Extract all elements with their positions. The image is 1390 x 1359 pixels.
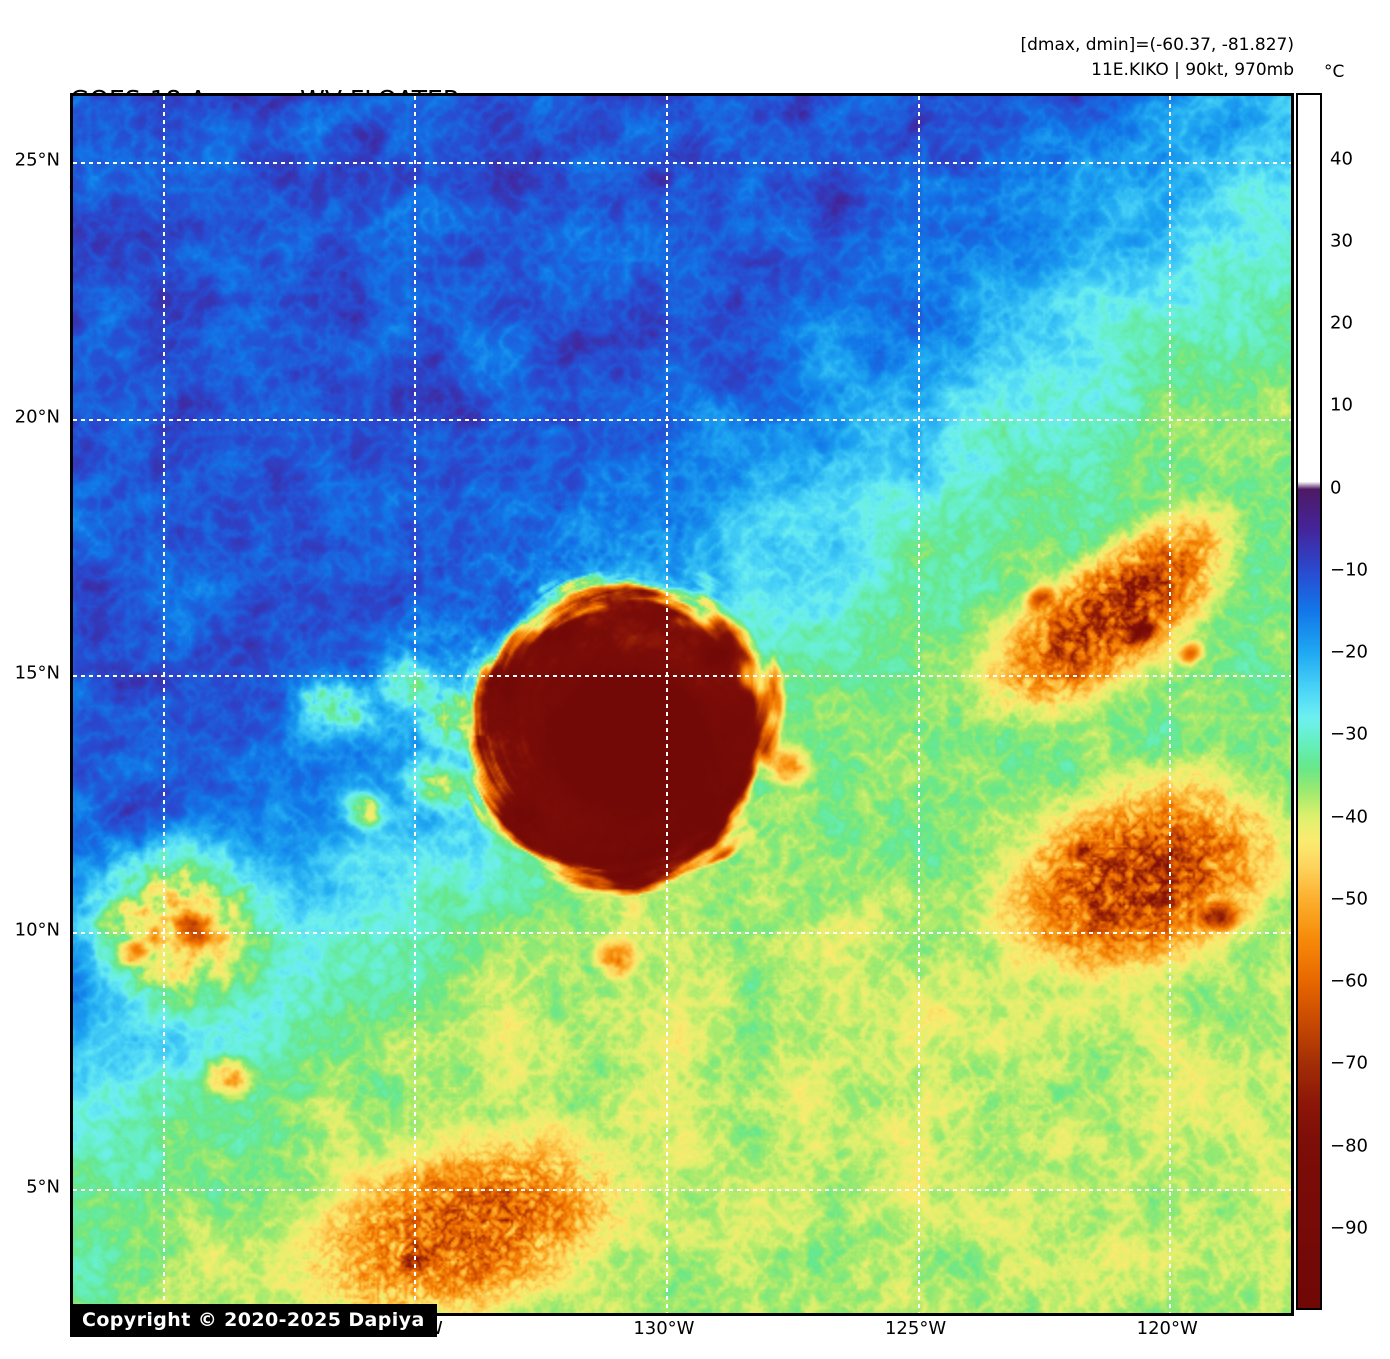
colorbar-tick-label: 40 xyxy=(1330,148,1353,170)
ytick-label: 5°N xyxy=(26,1176,60,1198)
colorbar-tick-label: 30 xyxy=(1330,230,1353,252)
colorbar-tick-label: −60 xyxy=(1330,970,1368,992)
colorbar-tick-label: −80 xyxy=(1330,1135,1368,1157)
colorbar-tick-label: 10 xyxy=(1330,394,1353,416)
colorbar-tick-label: −70 xyxy=(1330,1052,1368,1074)
colorbar-tick-label: −20 xyxy=(1330,641,1368,663)
colorbar-tick-label: 20 xyxy=(1330,312,1353,334)
ytick-label: 10°N xyxy=(14,919,60,941)
colorbar-tick-label: −90 xyxy=(1330,1217,1368,1239)
xtick-label: 130°W xyxy=(633,1318,695,1339)
satellite-raster xyxy=(73,96,1291,1313)
colorbar-tick-label: −40 xyxy=(1330,806,1368,828)
figure-metadata: [dmax, dmin]=(-60.37, -81.827) 11E.KIKO … xyxy=(1021,33,1295,83)
colorbar-tick-label: 0 xyxy=(1330,477,1342,499)
xtick-label: 120°W xyxy=(1136,1318,1198,1339)
satellite-image-plot[interactable] xyxy=(70,93,1294,1316)
ytick-label: 20°N xyxy=(14,406,60,427)
colorbar-gradient xyxy=(1298,95,1320,1308)
copyright-watermark: Copyright © 2020-2025 Dapiya xyxy=(70,1304,437,1337)
colorbar-tick-label: −10 xyxy=(1330,559,1368,581)
colorbar-tick-label: −50 xyxy=(1330,888,1368,910)
data-range-label: [dmax, dmin]=(-60.37, -81.827) xyxy=(1020,35,1295,55)
xtick-label: 125°W xyxy=(884,1318,947,1339)
storm-info-label: 11E.KIKO | 90kt, 970mb xyxy=(1091,60,1294,80)
ytick-label: 25°N xyxy=(14,149,60,171)
colorbar-tick-label: −30 xyxy=(1330,723,1368,745)
ytick-label: 15°N xyxy=(14,662,60,684)
colorbar-units-label: °C xyxy=(1324,62,1345,82)
colorbar[interactable] xyxy=(1296,93,1322,1310)
